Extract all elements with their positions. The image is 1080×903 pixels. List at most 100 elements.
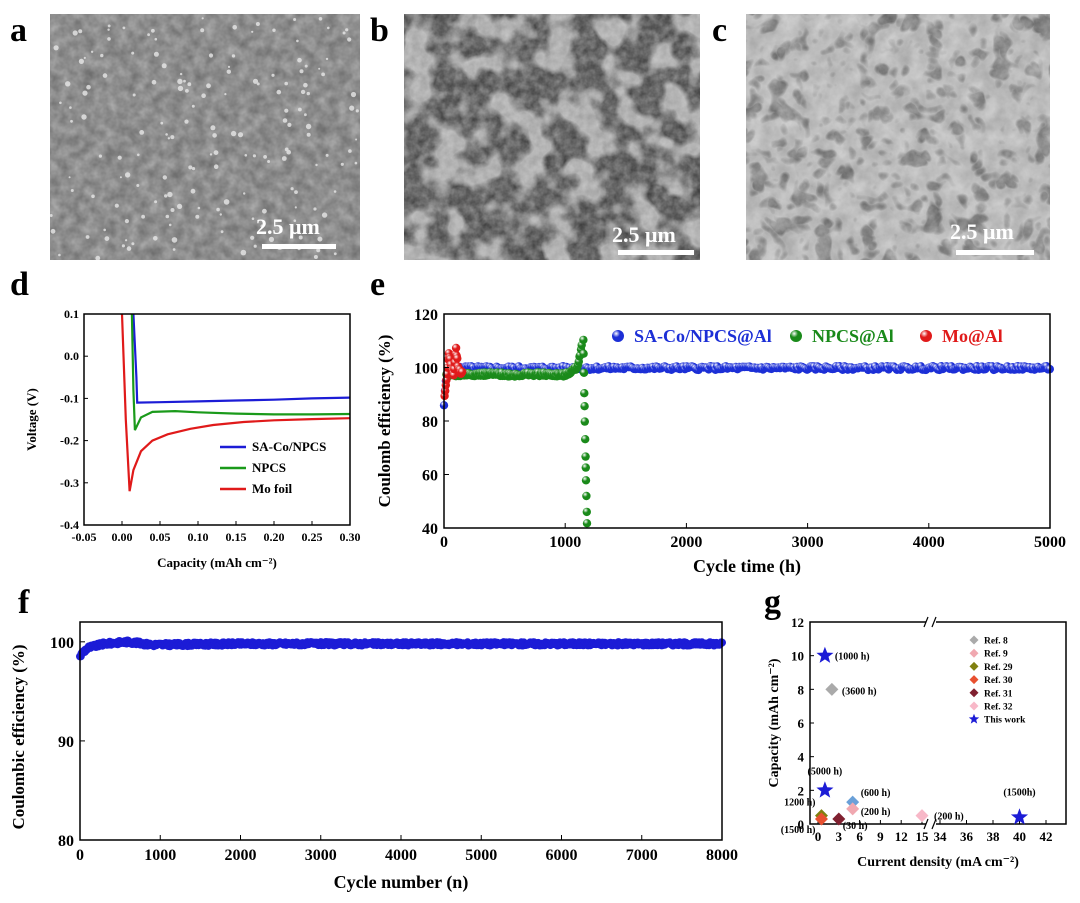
x-tick-label: 5000 xyxy=(465,847,497,864)
sem-particle xyxy=(213,164,219,169)
y-tick-label: -0.2 xyxy=(60,434,79,448)
axis-break-gap xyxy=(926,821,936,827)
legend-marker-diamond xyxy=(969,648,979,658)
sem-particle xyxy=(50,214,53,217)
sem-particle xyxy=(190,188,196,194)
sem-particle xyxy=(281,156,287,161)
sem-particle xyxy=(219,213,222,216)
chart-d: -0.05 0.00 0.05 0.10 0.15 0.20 0.25 0.30 0.1 0.0 -… xyxy=(24,307,361,570)
sem-particle xyxy=(306,91,310,96)
x-tick-label: 0 xyxy=(440,534,448,551)
y-tick-label: 0.0 xyxy=(64,349,79,363)
sem-particle xyxy=(250,235,255,240)
sem-particle xyxy=(177,85,184,92)
sem-particle xyxy=(103,228,106,232)
sem-particle xyxy=(294,206,297,209)
sem-image-b: 2.5 μm xyxy=(404,14,700,260)
sem-particle xyxy=(321,72,325,77)
sem-particle xyxy=(68,176,71,179)
sem-particle xyxy=(251,30,254,33)
data-point-diamond xyxy=(846,802,860,816)
sem-particle xyxy=(78,29,83,34)
sem-particle xyxy=(98,154,102,158)
legend-marker-diamond xyxy=(969,661,979,671)
x-tick-label: 2000 xyxy=(670,534,702,551)
sem-particle xyxy=(191,104,195,108)
series-line-mo-foil xyxy=(120,314,350,492)
point-label: 1200 h) xyxy=(784,798,815,809)
sem-particle xyxy=(162,175,167,180)
sem-particle xyxy=(354,161,358,165)
sem-particle xyxy=(151,79,157,85)
sem-particle xyxy=(298,107,302,112)
marker-npcs-al xyxy=(579,349,588,358)
data-point-diamond xyxy=(825,682,839,696)
sem-particle xyxy=(282,118,288,123)
point-label: (600 h) xyxy=(861,788,891,799)
x-tick-label: 3 xyxy=(836,829,843,844)
point-label: (1500 h) xyxy=(781,825,816,836)
x-tick-label: 4000 xyxy=(913,534,945,551)
sem-particle xyxy=(276,89,282,95)
marker-npcs-al xyxy=(582,519,592,528)
axis-break-mark xyxy=(931,818,937,830)
sem-particle xyxy=(253,244,257,248)
x-tick-label: 36 xyxy=(960,829,974,844)
sem-particle xyxy=(284,108,289,113)
x-tick-label: 3000 xyxy=(305,847,337,864)
sem-particle xyxy=(226,69,231,74)
sem-particle xyxy=(287,122,292,127)
sem-particle xyxy=(177,203,183,209)
y-tick-label: -0.3 xyxy=(60,476,79,490)
sem-particle xyxy=(165,133,168,136)
sem-particle xyxy=(50,228,56,234)
sem-particle xyxy=(121,244,125,248)
sem-particle xyxy=(160,121,164,125)
sem-particle xyxy=(350,91,357,98)
x-tick-label: 0.20 xyxy=(264,530,285,544)
sem-particle xyxy=(297,57,302,63)
sem-particle xyxy=(131,51,135,55)
y-tick-label: -0.1 xyxy=(60,391,79,405)
legend-label: NPCS xyxy=(252,460,286,475)
data-point-diamond xyxy=(915,809,929,823)
sem-particle xyxy=(355,109,359,113)
sem-particle xyxy=(313,255,318,259)
x-tick-label: 2000 xyxy=(225,847,257,864)
legend-marker-diamond xyxy=(969,688,979,698)
sem-particle xyxy=(251,217,255,220)
sem-particle xyxy=(147,33,150,37)
sem-particle xyxy=(255,22,260,26)
sem-particle xyxy=(293,18,297,21)
legend-label: SA-Co/NPCS xyxy=(252,439,326,454)
sem-particle xyxy=(355,138,358,141)
legend-label: Mo foil xyxy=(252,481,292,496)
point-label: (200 h) xyxy=(861,807,891,818)
sem-image-c: 2.5 μm xyxy=(746,14,1050,260)
x-tick-label: 0 xyxy=(76,847,84,864)
axis-break-mark xyxy=(931,616,937,628)
sem-particle xyxy=(293,219,297,222)
y-axis-label: Coulombic efficiency (%) xyxy=(9,644,28,829)
data-point-diamond xyxy=(814,812,828,826)
sem-particle xyxy=(252,154,256,158)
sem-particle xyxy=(72,30,78,36)
sem-particle xyxy=(216,207,220,212)
y-tick-label: 4 xyxy=(798,750,805,765)
legend-label: Ref. 9 xyxy=(984,650,1008,660)
x-tick-label: 0.15 xyxy=(226,530,247,544)
sem-particle xyxy=(340,162,344,166)
legend-label: NPCS@Al xyxy=(812,326,894,346)
point-label: (5000 h) xyxy=(808,766,843,777)
x-tick-label: 6 xyxy=(856,829,863,844)
sem-particle xyxy=(119,176,122,179)
marker-npcs-al xyxy=(580,389,589,398)
sem-particle xyxy=(290,187,294,191)
sem-particle xyxy=(107,37,111,41)
sem-particle xyxy=(82,90,88,96)
sem-particle xyxy=(114,203,119,208)
sem-particle xyxy=(315,163,318,167)
x-tick-label: 0.00 xyxy=(112,530,133,544)
legend-marker xyxy=(790,330,802,342)
